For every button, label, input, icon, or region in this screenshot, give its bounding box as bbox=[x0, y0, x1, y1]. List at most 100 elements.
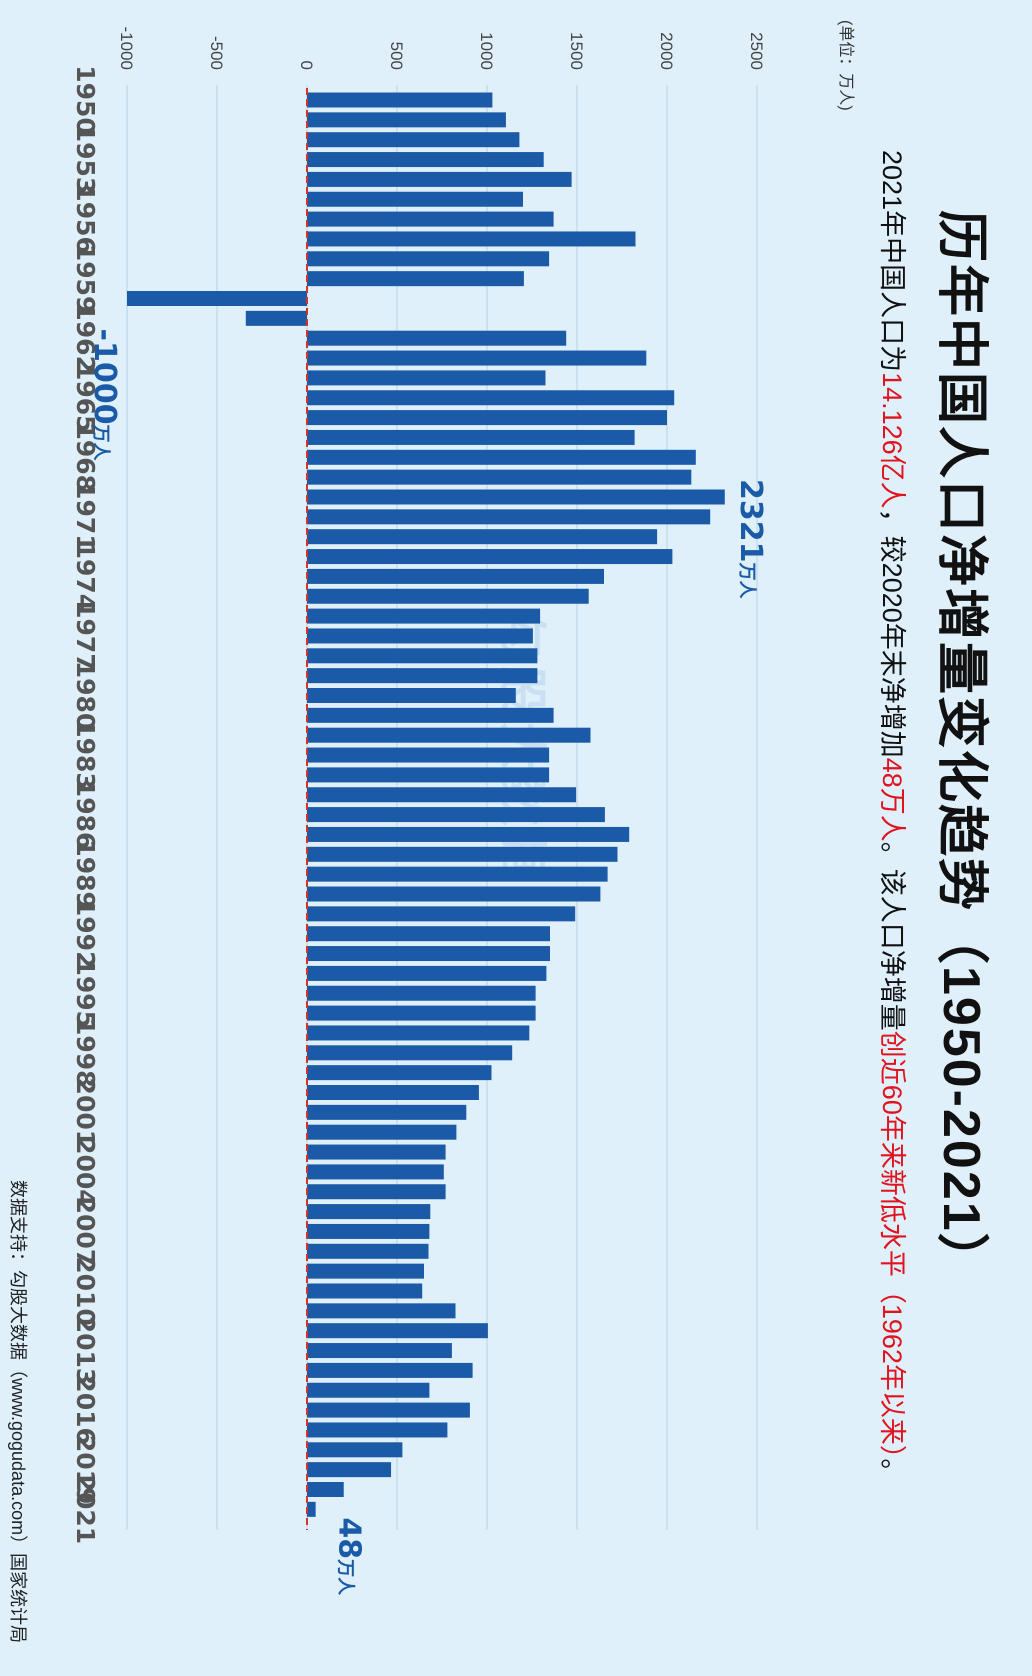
data-label: -1000万人 bbox=[87, 329, 122, 462]
bar bbox=[307, 1323, 488, 1339]
bar bbox=[307, 171, 572, 187]
bar bbox=[307, 509, 711, 525]
bar bbox=[306, 1164, 444, 1180]
x-tick-label: 1965 bbox=[71, 363, 100, 433]
y-tick-label: -1000 bbox=[117, 27, 136, 70]
bar bbox=[307, 1263, 424, 1279]
bar bbox=[307, 489, 725, 505]
bar bbox=[306, 1184, 446, 1200]
x-tick-label: 1977 bbox=[71, 601, 100, 671]
bar bbox=[307, 926, 550, 942]
bar bbox=[306, 688, 516, 703]
bar bbox=[307, 1442, 403, 1458]
bar bbox=[307, 707, 554, 723]
bar bbox=[307, 608, 541, 624]
x-tick-label: 1968 bbox=[71, 423, 100, 493]
bar bbox=[307, 1005, 536, 1021]
bar bbox=[307, 152, 544, 168]
bar bbox=[307, 1223, 430, 1239]
data-label: 48万人 bbox=[332, 1517, 367, 1596]
y-tick-label: 1000 bbox=[477, 32, 496, 70]
bar bbox=[307, 1124, 457, 1140]
bar bbox=[307, 251, 550, 267]
x-tick-label: 1956 bbox=[71, 184, 100, 254]
bar bbox=[307, 866, 608, 882]
x-tick-label: 2001 bbox=[71, 1078, 100, 1148]
bar bbox=[307, 1085, 479, 1100]
bar bbox=[307, 1303, 456, 1319]
x-tick-label: 2007 bbox=[71, 1197, 100, 1267]
x-tick-label: 1998 bbox=[71, 1018, 100, 1088]
bar bbox=[306, 1025, 530, 1041]
bar bbox=[307, 846, 618, 862]
bar bbox=[306, 1362, 473, 1378]
bar bbox=[307, 1243, 429, 1259]
x-tick-label: 2004 bbox=[71, 1137, 100, 1207]
bar bbox=[307, 211, 554, 227]
x-tick-label: 2021 bbox=[71, 1475, 100, 1545]
bar bbox=[307, 191, 523, 207]
bar bbox=[307, 807, 605, 823]
bar bbox=[307, 727, 591, 743]
y-tick-label: 1500 bbox=[567, 32, 586, 70]
x-tick-label: 1986 bbox=[71, 780, 100, 850]
bar bbox=[307, 886, 601, 902]
y-tick-label: 2500 bbox=[747, 32, 766, 70]
bar bbox=[307, 449, 696, 465]
bar bbox=[306, 1482, 344, 1497]
x-tick-label: 1971 bbox=[71, 482, 100, 552]
bar bbox=[307, 271, 524, 287]
x-tick-label: 1995 bbox=[71, 958, 100, 1028]
bar bbox=[307, 330, 567, 346]
x-tick-label: 2013 bbox=[71, 1316, 100, 1386]
bar bbox=[307, 1382, 430, 1398]
bar bbox=[307, 668, 538, 684]
bar bbox=[307, 1402, 470, 1418]
source-note: 数据支持：勾股大数据（www.gogudata.com）国家统计局 bbox=[8, 1180, 28, 1644]
bar bbox=[307, 648, 538, 664]
y-tick-label: 500 bbox=[387, 42, 406, 70]
x-tick-label: 1974 bbox=[71, 542, 100, 612]
bar bbox=[307, 568, 604, 584]
bar bbox=[306, 1144, 446, 1160]
data-label: 2321万人 bbox=[733, 479, 768, 599]
bar bbox=[245, 310, 307, 326]
bar bbox=[307, 549, 673, 565]
bar bbox=[307, 965, 547, 981]
x-tick-label: 2016 bbox=[71, 1375, 100, 1445]
bar bbox=[306, 1204, 431, 1220]
x-tick-label: 1980 bbox=[71, 661, 100, 731]
bar bbox=[307, 390, 675, 406]
bar bbox=[307, 429, 635, 445]
bar bbox=[307, 231, 636, 247]
bar bbox=[307, 1501, 316, 1517]
bar bbox=[307, 985, 536, 1001]
bar bbox=[307, 132, 520, 148]
bar bbox=[307, 946, 550, 962]
bar bbox=[307, 767, 550, 783]
bar bbox=[307, 1422, 448, 1438]
bar bbox=[307, 747, 550, 763]
bar bbox=[307, 529, 658, 545]
bar bbox=[307, 92, 493, 108]
bar bbox=[307, 469, 692, 485]
bar bbox=[307, 787, 577, 803]
x-tick-label: 1959 bbox=[71, 244, 100, 314]
x-tick-label: 1983 bbox=[71, 720, 100, 790]
x-tick-label: 2010 bbox=[71, 1256, 100, 1326]
bar bbox=[307, 826, 630, 842]
bar bbox=[307, 1343, 452, 1359]
bar bbox=[307, 112, 506, 128]
x-tick-label: 1953 bbox=[71, 125, 100, 195]
y-tick-label: 2000 bbox=[657, 32, 676, 70]
bar bbox=[307, 1283, 423, 1299]
x-tick-label: 1962 bbox=[71, 303, 100, 373]
bar bbox=[307, 628, 533, 644]
bar bbox=[307, 588, 589, 604]
bar bbox=[307, 370, 546, 386]
bar bbox=[307, 1462, 392, 1478]
bar bbox=[307, 410, 667, 426]
bar bbox=[307, 906, 576, 922]
bar bbox=[127, 291, 307, 306]
